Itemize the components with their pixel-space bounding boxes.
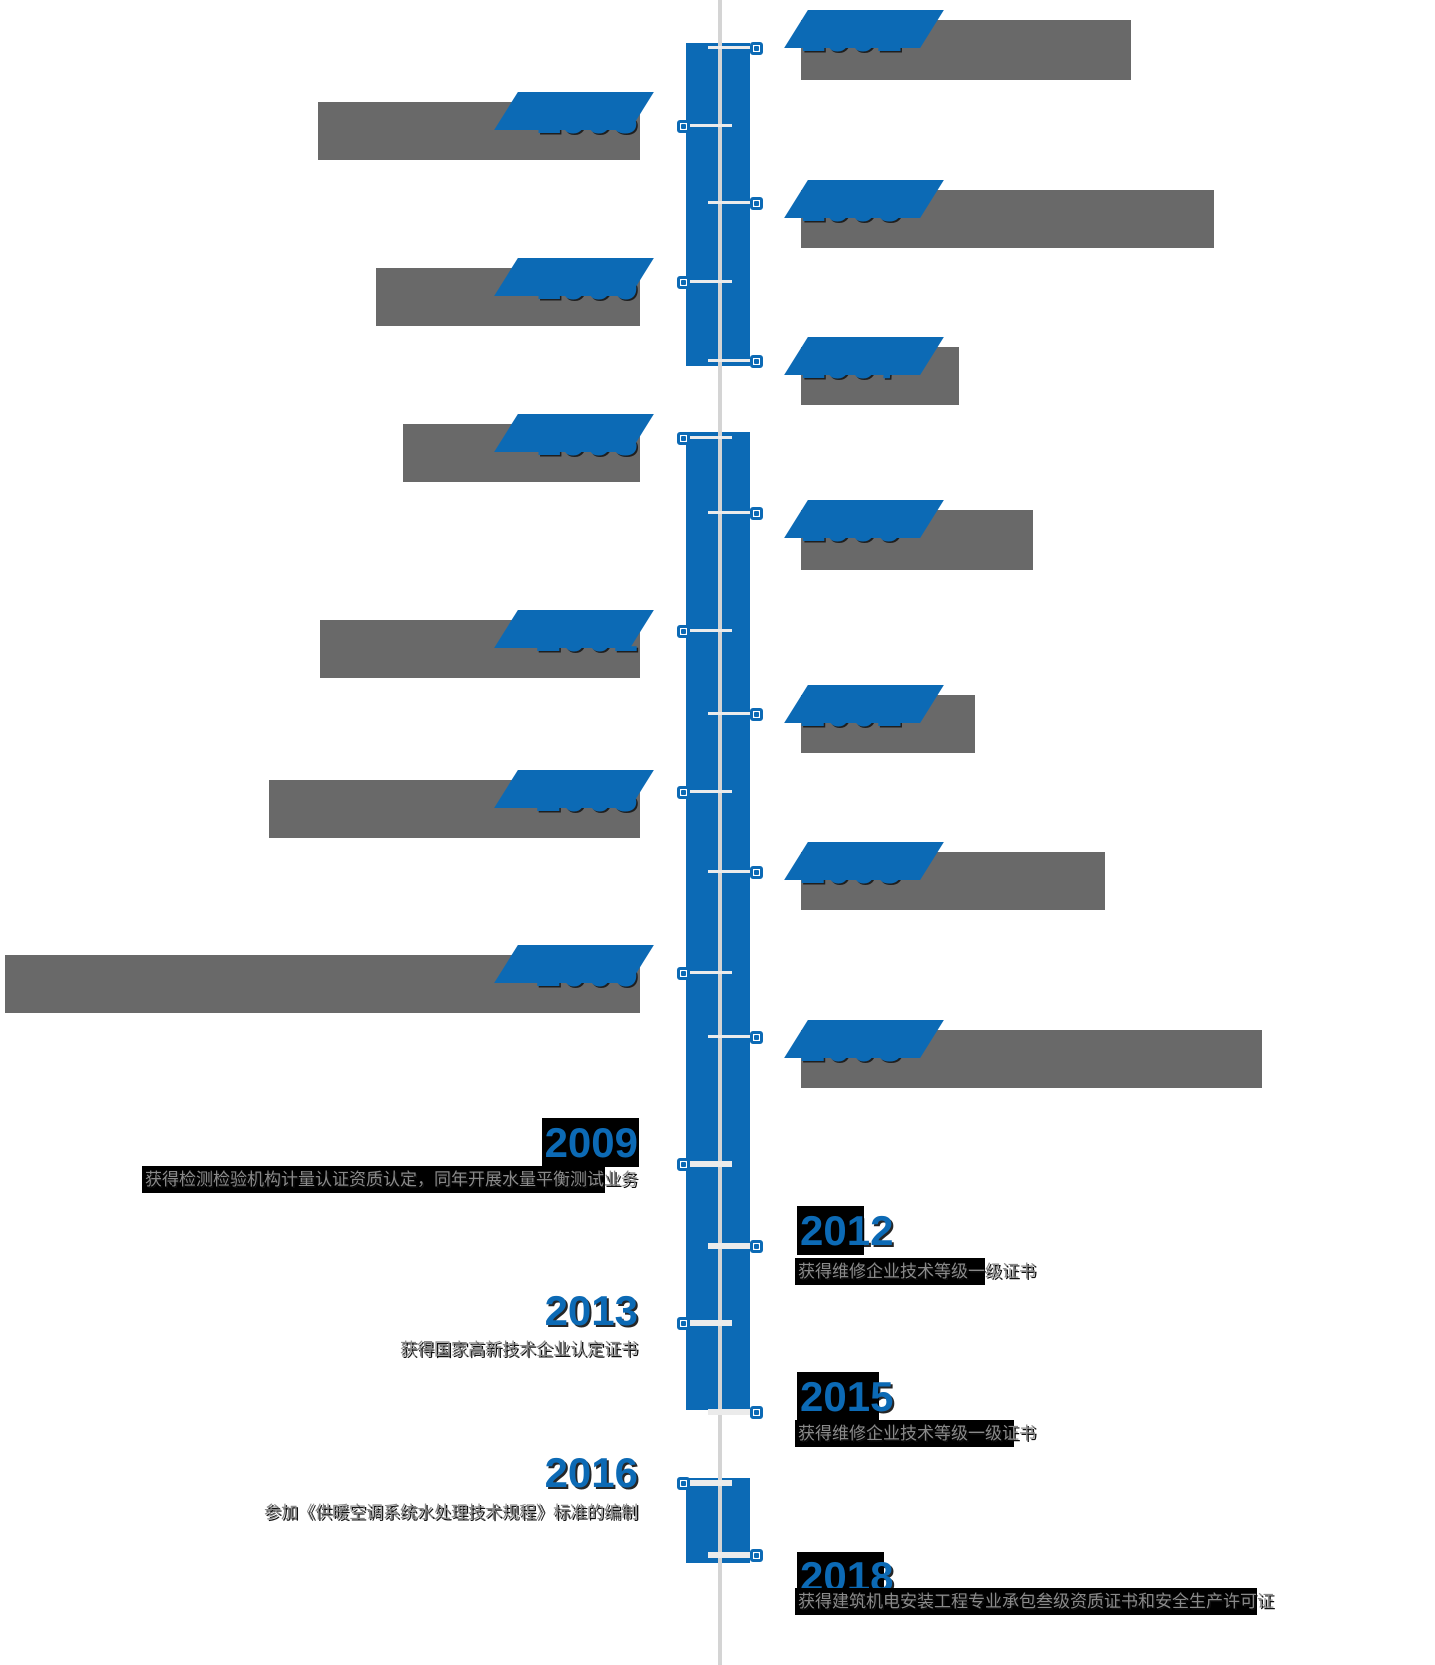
timeline-tick [686,629,732,632]
timeline-node-icon [750,1240,763,1253]
masked-year: 2001 [493,610,654,658]
masked-year: 1997 [784,337,945,385]
year-highlight-block [784,500,945,538]
timeline-tick [708,46,750,49]
masked-year: 2006 [493,945,654,993]
timeline-node-icon [677,967,690,980]
timeline-node-icon [677,786,690,799]
timeline-entry-desc-row: 获得维修企业技术等级一级证书 [795,1258,1036,1285]
timeline-tick [708,1552,750,1558]
entry-description: 获得维修企业技术等级一级证书 [795,1420,1036,1447]
masked-year: 2008 [784,1020,945,1068]
timeline-node-icon [750,42,763,55]
timeline-tick [686,1320,732,1326]
desc-highlight-block [795,1258,986,1285]
year-label: 2016 [544,1449,638,1496]
timeline-tick [708,511,750,514]
masked-year: 1995 [784,180,945,228]
timeline-node-icon [750,355,763,368]
year-highlight-block [784,685,945,723]
timeline-entry-desc-row: 获得建筑机电安装工程专业承包叁级资质证书和安全生产许可证 [795,1588,1274,1615]
timeline-node-icon [750,197,763,210]
entry-description: 获得国家高新技术企业认定证书 [400,1340,638,1359]
year-label: 2009 [541,1118,639,1167]
year-highlight-block [541,1118,639,1167]
timeline-node-icon [750,1406,763,1419]
timeline-entry-year-row: 2013 [545,1290,638,1332]
timeline-node-icon [677,276,690,289]
masked-year: 1999 [784,500,945,548]
year-highlight-block [784,842,945,880]
timeline-tick [708,201,750,204]
entry-description: 获得检测检验机构计量认证资质认定，同年开展水量平衡测试业务 [142,1166,638,1193]
masked-year: 2002 [784,685,945,733]
year-label: 2012 [797,1206,893,1255]
year-highlight-block [493,92,654,130]
year-label: 2015 [797,1372,893,1421]
timeline-entry-desc-row: 获得国家高新技术企业认定证书 [400,1340,638,1360]
masked-year: 1998 [493,414,654,462]
timeline-tick [686,436,732,439]
year-highlight-block [784,337,945,375]
timeline-node-icon [677,1317,690,1330]
timeline-node-icon [750,1031,763,1044]
timeline-entry-desc-row: 获得维修企业技术等级一级证书 [795,1420,1036,1447]
timeline-node-icon [750,1549,763,1562]
timeline-entry-year-row: 2012 [797,1206,893,1255]
timeline-node-icon [750,866,763,879]
timeline-tick [686,1161,732,1167]
timeline-node-icon [677,1477,690,1490]
timeline-tick [686,790,732,793]
timeline-tick [686,1480,732,1486]
timeline-tick [686,280,732,283]
timeline-entry-year-row: 2016 [545,1452,638,1494]
year-highlight-block [797,1206,865,1255]
desc-highlight-block [142,1166,606,1193]
timeline-tick [708,870,750,873]
year-highlight-block [493,945,654,983]
year-label: 2013 [544,1287,638,1334]
masked-year: 1993 [493,92,654,140]
timeline-node-icon [750,507,763,520]
timeline-entry-desc-row: 获得检测检验机构计量认证资质认定，同年开展水量平衡测试业务 [142,1166,638,1193]
masked-year: 1996 [493,258,654,306]
year-highlight-block [784,1020,945,1058]
entry-description: 获得建筑机电安装工程专业承包叁级资质证书和安全生产许可证 [795,1588,1274,1615]
timeline-tick [708,359,750,362]
timeline-tick [708,1409,750,1415]
timeline-tick [686,124,732,127]
masked-year: 2003 [493,770,654,818]
timeline-entry-year-row: 2015 [797,1372,893,1421]
desc-highlight-block [795,1420,1014,1447]
entry-description: 参加《供暖空调系统水处理技术规程》标准的编制 [264,1503,638,1522]
timeline-entry-desc-row: 参加《供暖空调系统水处理技术规程》标准的编制 [264,1503,638,1523]
timeline-tick [708,712,750,715]
timeline-node-icon [677,432,690,445]
timeline-node-icon [677,120,690,133]
timeline-entry-year-row: 2009 [541,1118,639,1167]
timeline-tick [686,971,732,974]
timeline-node-icon [677,1158,690,1171]
year-highlight-block [784,10,945,48]
masked-year: 2005 [784,842,945,890]
year-highlight-block [493,414,654,452]
timeline-center-line [718,0,722,1665]
year-highlight-block [493,770,654,808]
timeline-tick [708,1243,750,1249]
year-highlight-block [784,180,945,218]
desc-highlight-block [795,1588,1257,1615]
year-highlight-block [493,610,654,648]
masked-year: 1992 [784,10,945,58]
timeline-node-icon [677,625,690,638]
year-highlight-block [493,258,654,296]
timeline-tick [708,1035,750,1038]
entry-description: 获得维修企业技术等级一级证书 [795,1258,1036,1285]
timeline-node-icon [750,708,763,721]
year-highlight-block [797,1372,880,1421]
